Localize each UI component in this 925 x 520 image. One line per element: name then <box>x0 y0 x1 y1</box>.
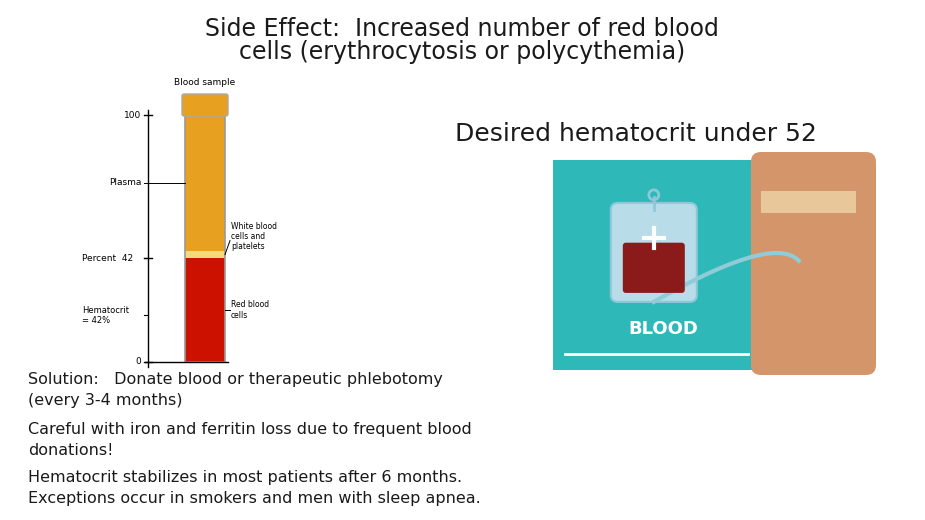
FancyBboxPatch shape <box>766 332 780 363</box>
Bar <box>185 251 225 258</box>
Text: Percent  42: Percent 42 <box>82 254 133 263</box>
FancyBboxPatch shape <box>820 332 834 363</box>
Bar <box>761 190 856 213</box>
Text: White blood
cells and
platelets: White blood cells and platelets <box>231 222 277 252</box>
Bar <box>553 160 868 370</box>
FancyBboxPatch shape <box>610 203 697 302</box>
FancyBboxPatch shape <box>848 332 862 363</box>
Text: Plasma: Plasma <box>108 178 141 187</box>
Text: Solution:   Donate blood or therapeutic phlebotomy
(every 3-4 months): Solution: Donate blood or therapeutic ph… <box>28 372 443 408</box>
Text: Hematocrit stabilizes in most patients after 6 months.
Exceptions occur in smoke: Hematocrit stabilizes in most patients a… <box>28 470 481 506</box>
Text: Careful with iron and ferritin loss due to frequent blood
donations!: Careful with iron and ferritin loss due … <box>28 422 472 458</box>
Text: BLOOD: BLOOD <box>628 320 698 338</box>
Text: Red blood
cells: Red blood cells <box>231 301 269 320</box>
Bar <box>185 115 225 251</box>
Text: Hematocrit
= 42%: Hematocrit = 42% <box>82 306 129 325</box>
Text: cells (erythrocytosis or polycythemia): cells (erythrocytosis or polycythemia) <box>239 40 685 64</box>
Text: Desired hematocrit under 52: Desired hematocrit under 52 <box>455 122 817 146</box>
FancyBboxPatch shape <box>623 243 684 293</box>
FancyBboxPatch shape <box>794 332 808 363</box>
Bar <box>185 115 225 362</box>
FancyBboxPatch shape <box>182 94 228 116</box>
Text: 100: 100 <box>124 110 141 120</box>
Bar <box>185 258 225 362</box>
FancyBboxPatch shape <box>751 152 876 375</box>
Text: Side Effect:  Increased number of red blood: Side Effect: Increased number of red blo… <box>205 17 719 41</box>
Text: 0: 0 <box>135 358 141 367</box>
Text: Blood sample: Blood sample <box>175 78 236 87</box>
